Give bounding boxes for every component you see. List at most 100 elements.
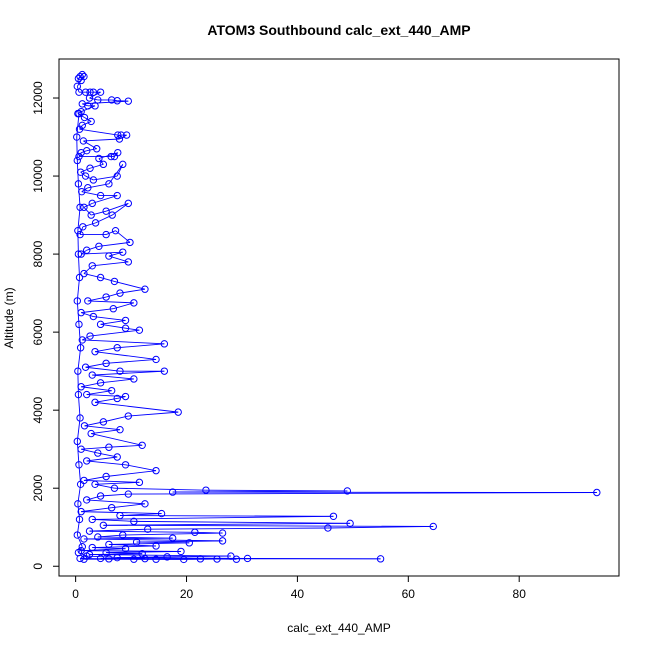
data-point — [168, 488, 177, 496]
data-point — [76, 72, 84, 81]
data-point — [113, 344, 121, 352]
series-line-segment — [85, 366, 121, 372]
series-line-segment — [100, 277, 115, 282]
series-line-segment — [77, 347, 82, 372]
data-point — [108, 211, 116, 219]
series-line-segment — [122, 532, 223, 536]
data-point — [77, 445, 85, 453]
data-point — [73, 531, 81, 539]
series-line-segment — [117, 343, 165, 349]
series-line-segment — [82, 222, 96, 228]
data-point — [110, 484, 119, 492]
series-line-segment — [82, 339, 165, 345]
data-point — [77, 76, 85, 85]
data-point — [74, 390, 83, 399]
data-point — [89, 312, 98, 321]
data-point — [76, 414, 84, 422]
data-point — [132, 538, 141, 546]
data-point — [99, 521, 108, 529]
data-point — [114, 148, 122, 157]
data-point — [102, 472, 110, 481]
series-line-segment — [76, 417, 81, 442]
data-point — [113, 553, 121, 562]
data-point — [109, 305, 118, 313]
series-line-segment — [76, 534, 83, 547]
series-line-segment — [103, 415, 129, 423]
data-point — [130, 517, 138, 526]
data-point — [85, 94, 94, 102]
data-point — [126, 238, 134, 247]
series-line-segment — [94, 401, 179, 413]
data-point — [99, 418, 108, 426]
data-point — [141, 500, 149, 508]
data-point — [107, 96, 116, 104]
series-line-segment — [327, 525, 434, 529]
data-point — [91, 398, 99, 407]
data-point — [84, 102, 92, 110]
data-point — [81, 172, 90, 180]
series-line-segment — [89, 329, 140, 337]
series-line-segment — [93, 316, 126, 321]
x-tick-label: 0 — [72, 587, 79, 601]
data-point — [113, 453, 121, 461]
series-line-segment — [76, 113, 80, 138]
data-point — [86, 88, 94, 96]
data-point — [329, 512, 338, 521]
data-point — [122, 131, 131, 139]
data-point — [81, 363, 90, 371]
y-axis: 0 2000 4000 6000 8000 10000 12000 — [31, 81, 60, 570]
data-point — [80, 113, 89, 122]
data-point — [429, 522, 437, 531]
series-line-segment — [100, 493, 129, 497]
series-line-segment — [78, 324, 82, 348]
series-line-segment — [92, 518, 134, 522]
data-point — [75, 125, 84, 133]
series-line-segment — [83, 138, 120, 142]
series-line-segment — [106, 470, 157, 477]
data-point — [121, 392, 130, 401]
data-point — [89, 176, 98, 184]
data-point — [121, 316, 130, 325]
data-point — [135, 478, 144, 487]
data-point — [152, 466, 160, 475]
series-line-segment — [108, 542, 190, 545]
data-point — [73, 133, 81, 141]
data-point — [78, 543, 86, 551]
data-point — [96, 492, 105, 500]
y-tick-label: 12000 — [31, 81, 45, 115]
data-point — [168, 534, 177, 542]
series-line-segment — [81, 386, 112, 392]
data-point — [88, 199, 96, 208]
series-line-segment — [86, 460, 126, 466]
y-tick-label: 2000 — [31, 475, 45, 502]
series-line-segment — [106, 550, 181, 554]
data-point — [74, 180, 83, 188]
data-point — [119, 248, 127, 256]
series-line-segment — [108, 164, 124, 185]
series-line-segment — [92, 195, 118, 204]
series-line-segment — [103, 524, 434, 527]
data-point — [116, 367, 124, 375]
data-point — [116, 289, 124, 297]
data-point — [96, 320, 105, 329]
data-point — [77, 308, 85, 317]
data-point — [91, 347, 99, 356]
data-point — [232, 555, 241, 563]
data-point — [243, 554, 252, 563]
data-point — [113, 172, 121, 180]
series-line-segment — [167, 555, 231, 558]
data-point — [102, 548, 110, 557]
series-line-segment — [83, 202, 93, 208]
data-point — [119, 160, 127, 169]
data-point — [80, 203, 88, 211]
data-point — [185, 539, 193, 547]
series-line-segment — [76, 277, 80, 301]
series-line-segment — [87, 300, 134, 304]
data-point — [124, 490, 133, 498]
data-point — [343, 487, 352, 495]
data-point — [160, 367, 169, 375]
data-point — [76, 230, 84, 239]
data-point — [124, 199, 133, 208]
data-point — [75, 109, 83, 118]
series-line-segment — [92, 261, 129, 267]
